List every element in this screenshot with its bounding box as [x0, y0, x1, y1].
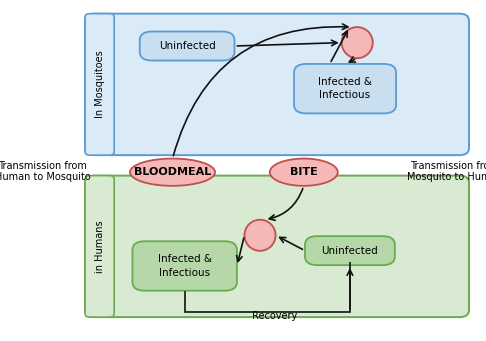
FancyBboxPatch shape	[132, 241, 237, 291]
FancyBboxPatch shape	[140, 32, 234, 60]
Text: Infected &
Infectious: Infected & Infectious	[318, 77, 372, 100]
Text: Uninfected: Uninfected	[159, 41, 215, 51]
Text: BLOODMEAL: BLOODMEAL	[134, 167, 211, 177]
Text: Transmission from
Human to Mosquito: Transmission from Human to Mosquito	[0, 161, 91, 182]
Text: Infected &
Infectious: Infected & Infectious	[157, 254, 212, 278]
Ellipse shape	[270, 159, 338, 186]
Text: in Humans: in Humans	[95, 220, 105, 273]
FancyBboxPatch shape	[85, 14, 469, 155]
Text: Recovery: Recovery	[252, 311, 297, 322]
Ellipse shape	[130, 159, 215, 186]
Text: Uninfected: Uninfected	[322, 246, 378, 256]
FancyBboxPatch shape	[305, 236, 395, 265]
FancyBboxPatch shape	[85, 176, 469, 317]
Text: In Mosquitoes: In Mosquitoes	[95, 51, 105, 118]
Ellipse shape	[342, 27, 373, 58]
FancyBboxPatch shape	[85, 14, 114, 155]
Text: Transmission from
Mosquito to Human: Transmission from Mosquito to Human	[406, 161, 486, 182]
FancyBboxPatch shape	[85, 176, 114, 317]
Ellipse shape	[244, 220, 276, 251]
Text: BITE: BITE	[290, 167, 318, 177]
FancyBboxPatch shape	[294, 64, 396, 113]
